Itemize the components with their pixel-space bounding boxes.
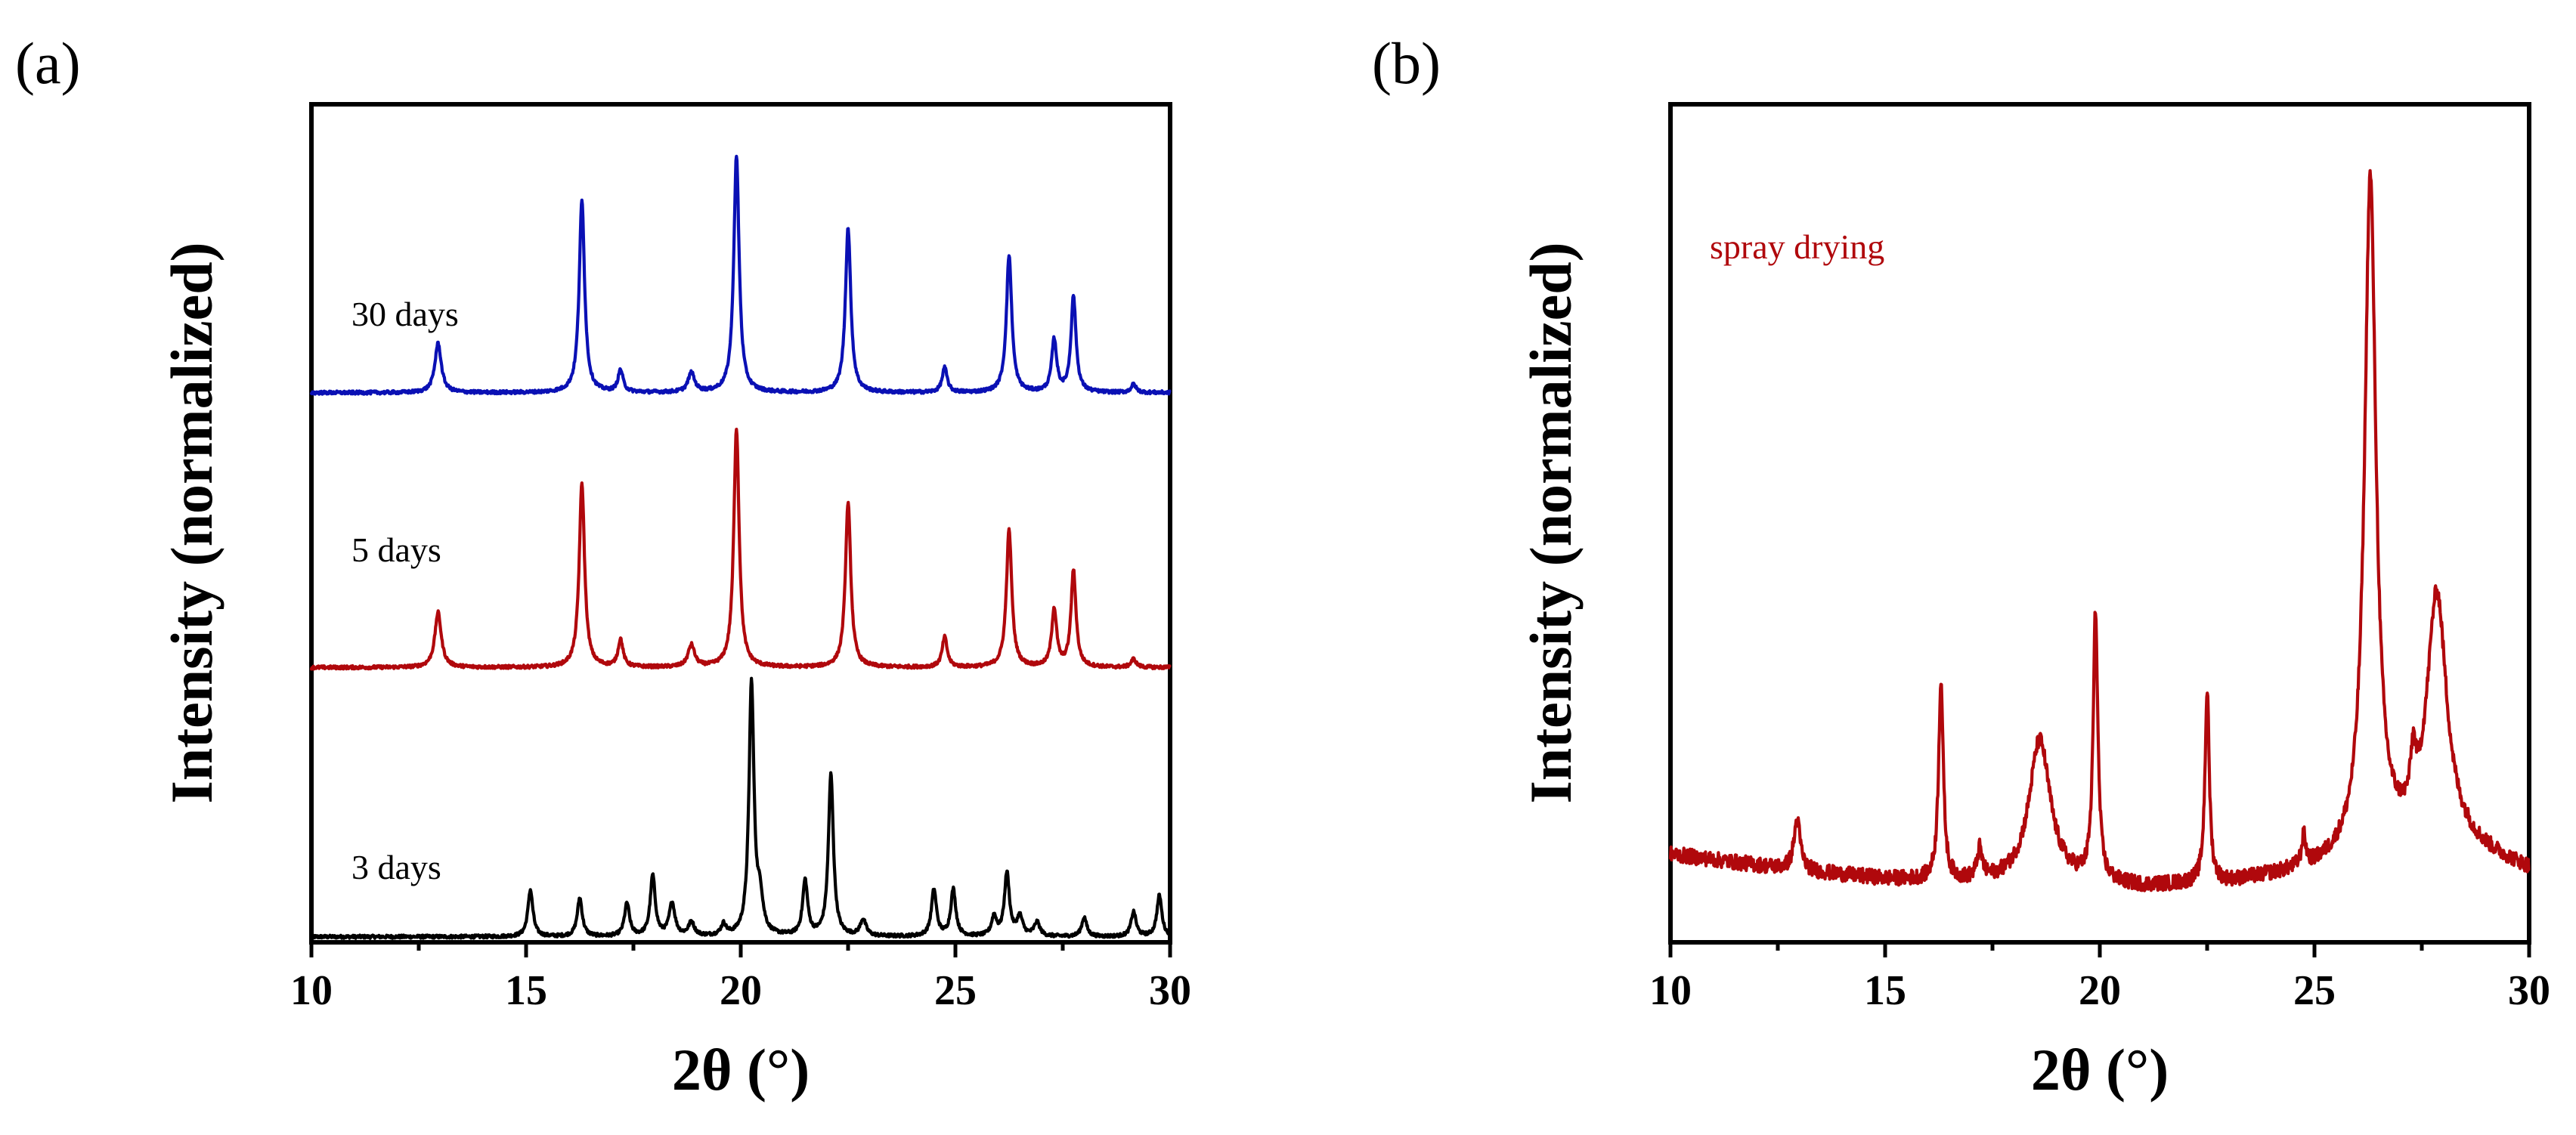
series-label-3-days: 3 days: [351, 848, 441, 886]
trace-30-days: [309, 154, 1172, 396]
series-label-5-days: 5 days: [351, 530, 441, 569]
x-tick-label-20: 20: [2079, 967, 2121, 1014]
panel-b-x-axis-title: 2θ (°): [2031, 1037, 2169, 1103]
panel-b-y-axis-title: Intensity (normalized): [1518, 242, 1584, 803]
panel-a-letter: (a): [15, 30, 81, 96]
x-tick-label-25: 25: [2293, 967, 2336, 1014]
panel-a-y-axis-title: Intensity (normalized): [159, 242, 224, 803]
trace-spray-drying: [1668, 169, 2531, 892]
panel-a-series-labels: 30 days 5 days 3 days: [351, 295, 459, 886]
panel-b-letter: (b): [1372, 30, 1441, 96]
panel-b-chart: (b) 10 15 20 25 30 spray drying 2θ (°) Inten…: [1372, 30, 2550, 1103]
x-tick-label-30: 30: [2508, 967, 2550, 1014]
x-tick-label-20: 20: [720, 967, 762, 1014]
trace-3-days: [309, 676, 1172, 940]
panel-a-x-axis-title: 2θ (°): [672, 1037, 810, 1103]
series-label-30-days: 30 days: [351, 295, 459, 333]
x-tick-label-15: 15: [1864, 967, 1906, 1014]
panel-a-chart: (a) 10 15 20 25 30 30 days 5 days 3 days 2θ …: [15, 30, 1191, 1103]
x-tick-label-10: 10: [290, 967, 333, 1014]
x-tick-label-10: 10: [1649, 967, 1692, 1014]
panel-b-x-ticks: 10 15 20 25 30: [1649, 942, 2550, 1014]
panel-a-plot-frame: [309, 102, 1172, 945]
series-label-spray-drying: spray drying: [1710, 227, 1884, 266]
panel-a-x-ticks: 10 15 20 25 30: [290, 942, 1191, 1014]
panel-b-traces: [1668, 169, 2531, 892]
x-tick-label-15: 15: [505, 967, 547, 1014]
panel-a-traces: [309, 154, 1172, 940]
x-tick-label-30: 30: [1149, 967, 1191, 1014]
x-tick-label-25: 25: [934, 967, 977, 1014]
trace-5-days: [309, 427, 1172, 671]
